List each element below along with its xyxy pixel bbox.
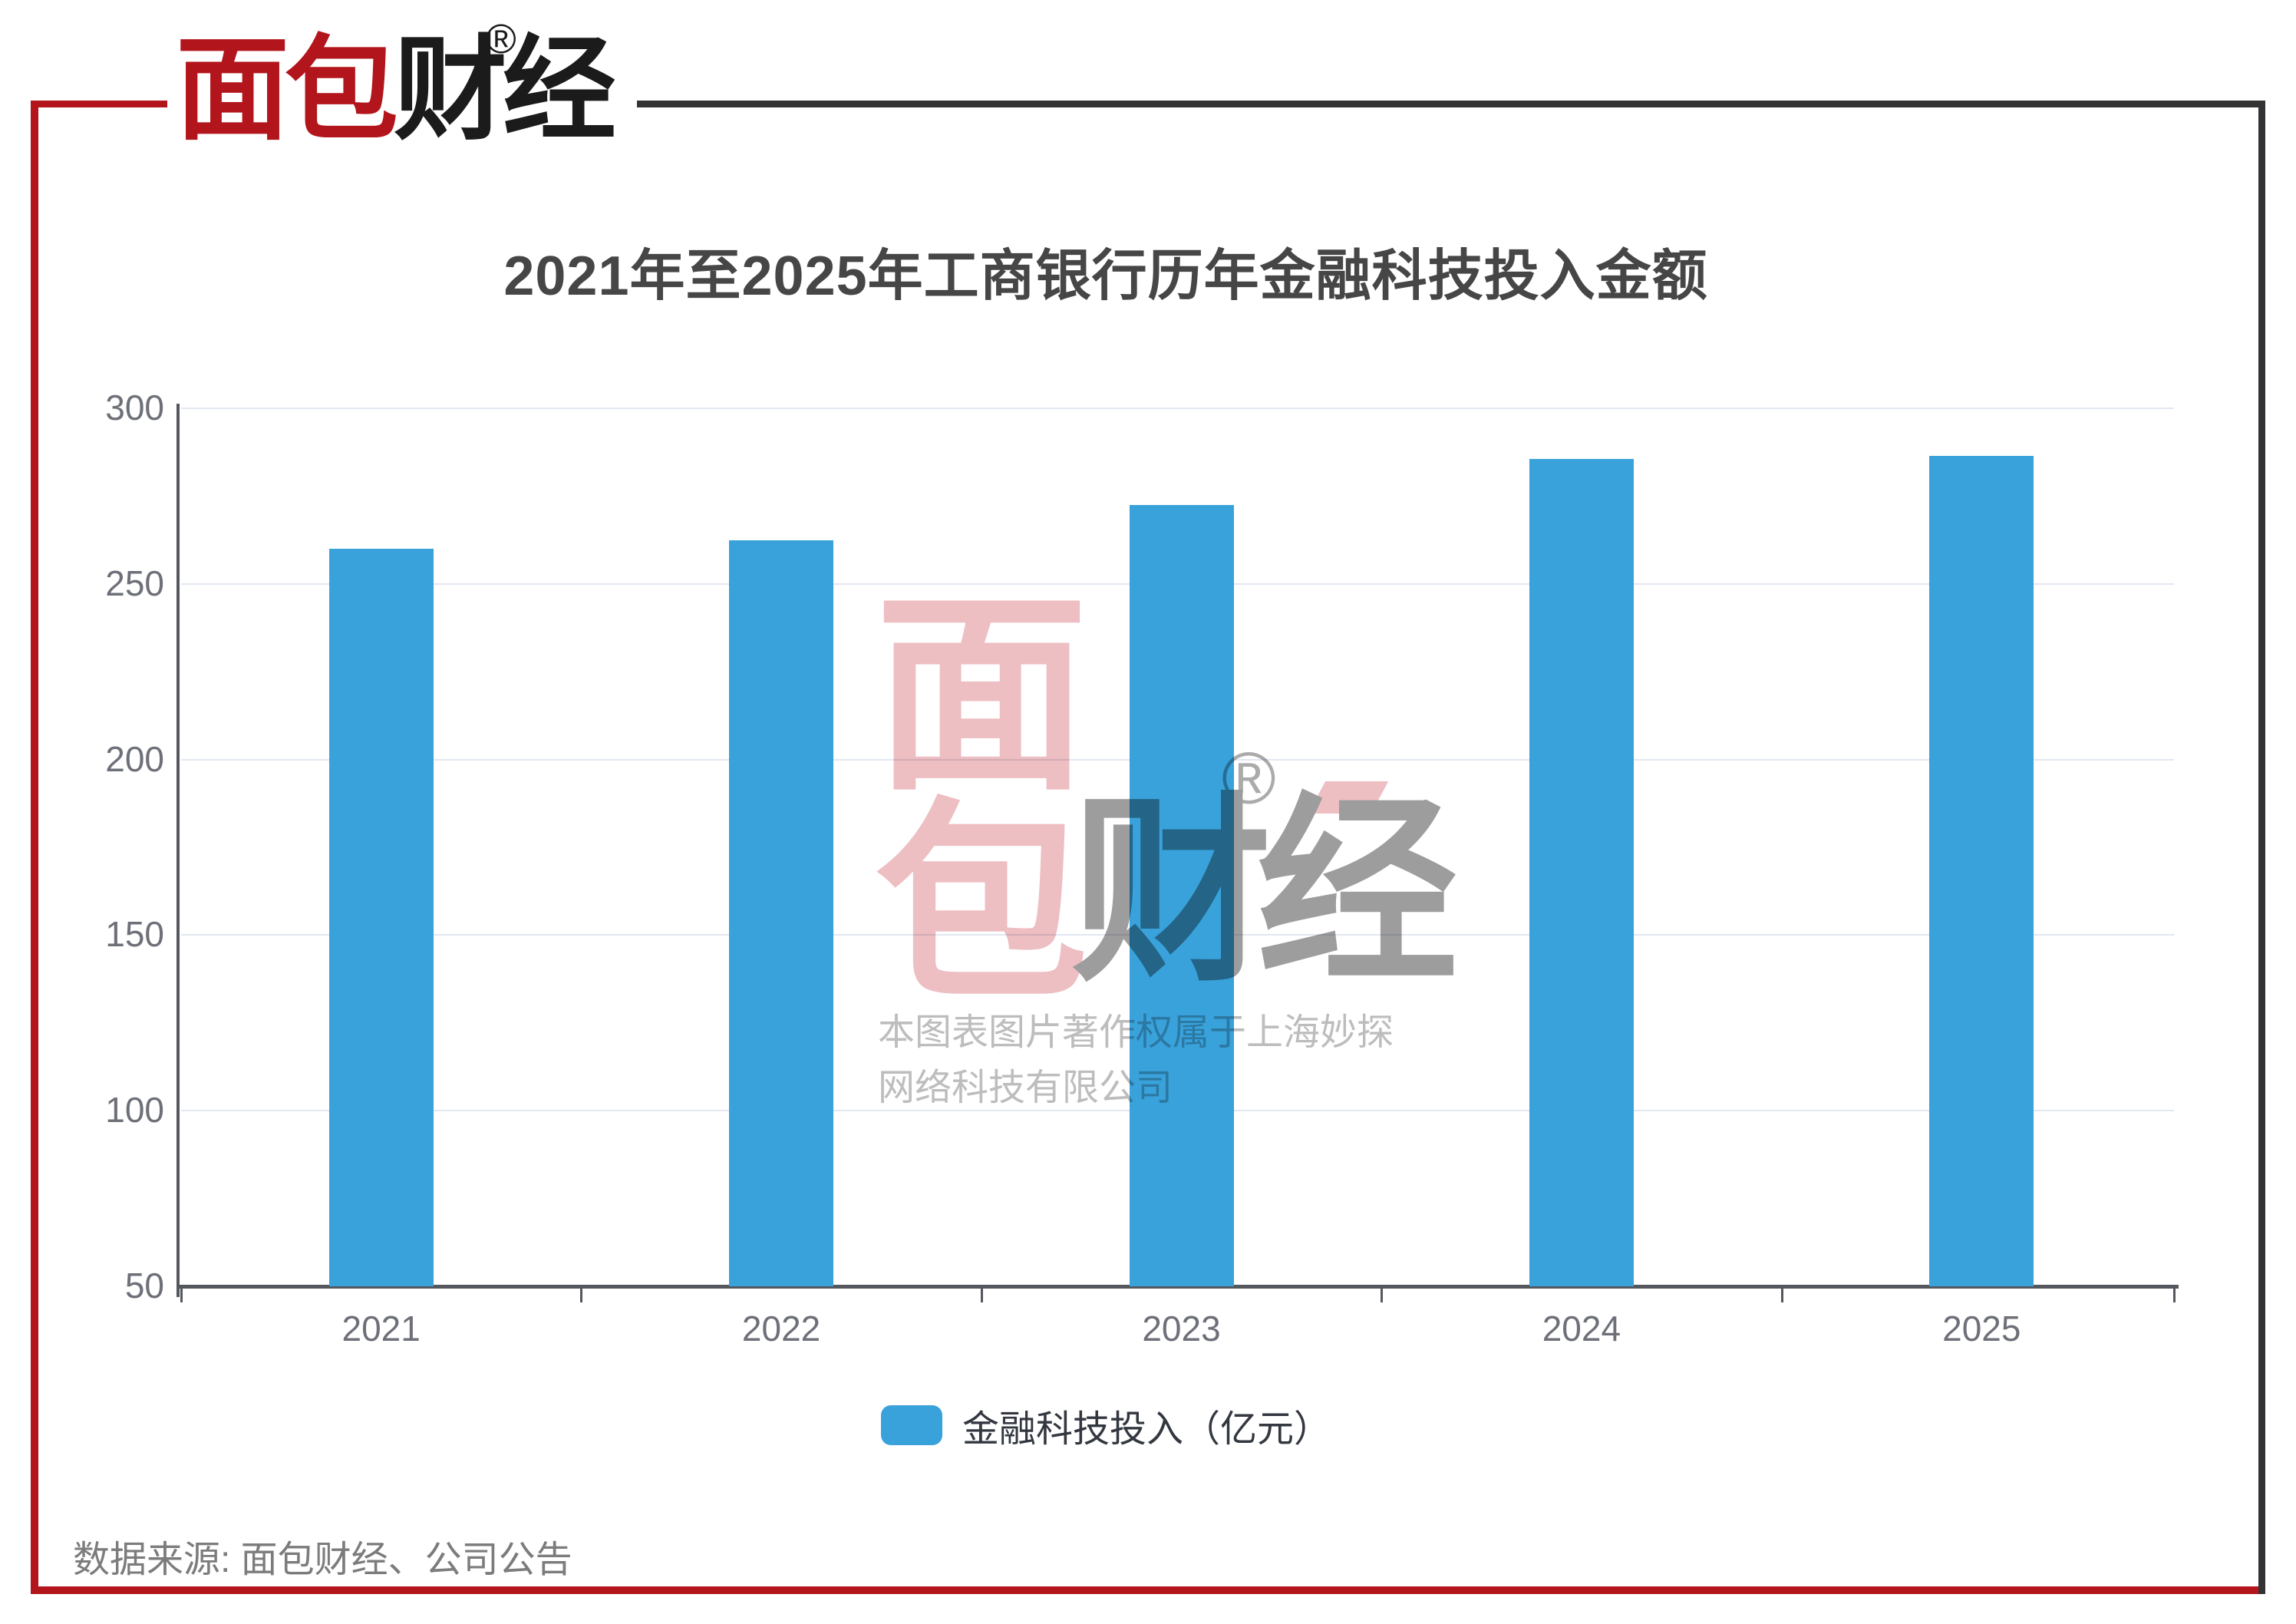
legend-label[interactable]: 金融科技投入（亿元）	[962, 1409, 1331, 1450]
y-axis-tick-label: 200	[105, 738, 164, 779]
x-axis-tick-mark	[180, 1289, 183, 1302]
x-axis-tick-mark	[1381, 1289, 1384, 1302]
bar-2023	[1129, 504, 1234, 1286]
x-axis-category-label: 2023	[1142, 1309, 1221, 1348]
bar-2025	[1929, 455, 2034, 1286]
frame-border-bottom	[31, 1586, 2265, 1594]
legend[interactable]: 金融科技投入（亿元）	[0, 1398, 2212, 1452]
gridline	[181, 408, 2174, 409]
x-axis-category-label: 2021	[341, 1309, 421, 1348]
frame-border-right	[2258, 101, 2265, 1594]
y-axis-tick-label: 250	[105, 563, 164, 603]
bar-2024	[1529, 459, 1634, 1286]
brand-logo: 面包财经 ®	[176, 18, 616, 161]
y-axis-tick-label: 50	[124, 1266, 164, 1305]
x-axis-tick-mark	[580, 1289, 583, 1302]
data-source-text: 数据来源: 面包财经、公司公告	[73, 1540, 572, 1580]
chart-title: 2021年至2025年工商银行历年金融科技投入金额	[503, 246, 1708, 307]
legend-swatch[interactable]	[880, 1405, 942, 1445]
y-axis-tick-label: 100	[105, 1090, 164, 1131]
bar-2022	[729, 540, 834, 1286]
brand-logo-black-text: 财经	[394, 27, 616, 153]
y-axis-tick-label: 300	[105, 388, 164, 427]
registered-trademark-icon: ®	[486, 16, 516, 62]
bar-2021	[328, 549, 434, 1286]
brand-logo-red-text: 面包	[176, 27, 398, 153]
x-axis-tick-mark	[980, 1289, 983, 1302]
x-axis-category-label: 2022	[741, 1309, 821, 1348]
x-axis-tick-mark	[1780, 1289, 1783, 1302]
frame-border-left	[31, 102, 38, 1593]
x-axis-tick-mark	[2173, 1289, 2176, 1302]
frame-border-top-right-segment	[637, 101, 2265, 107]
x-axis-category-label: 2025	[1942, 1309, 2021, 1348]
x-axis-line	[176, 1285, 2179, 1289]
y-axis-line	[176, 404, 180, 1297]
frame-border-top-left-segment	[31, 101, 167, 107]
y-axis-tick-label: 150	[105, 914, 164, 955]
x-axis-category-label: 2024	[1542, 1309, 1621, 1348]
